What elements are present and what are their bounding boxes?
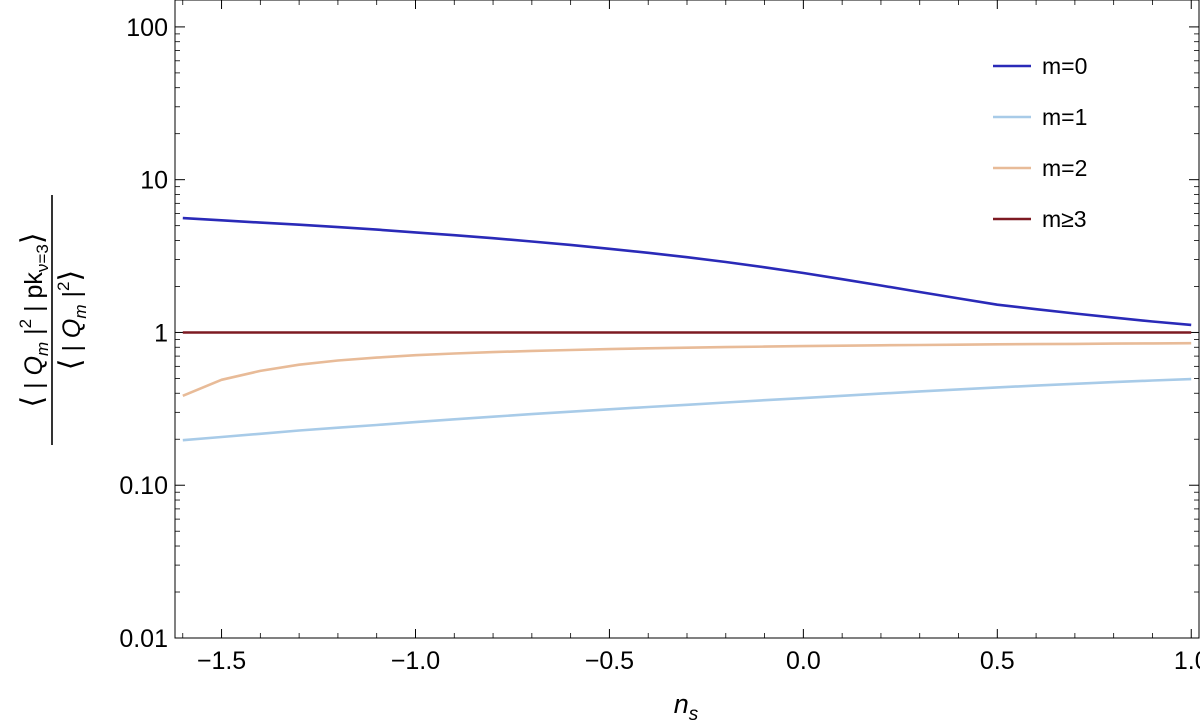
y-ticks: 0.01 0.10 1 10 100: [119, 14, 1199, 653]
x-tick-label: 0.5: [980, 647, 1015, 675]
y-tick-label: 0.01: [119, 625, 168, 653]
y-axis-title: ⟨ | Qm |2 | pkν=3⟩ ⟨ | Qm |2⟩: [9, 195, 92, 445]
series-line-m0: [182, 216, 1192, 327]
x-tick-label: −0.5: [585, 647, 634, 675]
x-tick-label: 1.0: [1174, 647, 1200, 675]
series-line-m2: [182, 341, 1192, 398]
legend-label: m≥3: [1042, 206, 1087, 232]
x-tick-label: −1.0: [391, 647, 440, 675]
y-title-numerator: ⟨ | Qm |2 | pkν=3⟩: [9, 232, 54, 407]
x-tick-label: −1.5: [197, 647, 246, 675]
x-tick-label: 0.0: [786, 647, 821, 675]
x-axis-title: ns: [674, 689, 699, 725]
legend: m=0 m=1 m=2 m≥3: [993, 53, 1087, 232]
x-axis-title-subscript: s: [689, 704, 699, 725]
plot-frame: [174, 0, 1200, 639]
legend-label: m=0: [1042, 53, 1087, 79]
series-lines: [182, 216, 1192, 442]
y-title-denominator: ⟨ | Qm |2⟩: [54, 270, 92, 370]
y-tick-label: 100: [126, 14, 168, 42]
y-tick-label: 10: [140, 167, 168, 195]
series-line-m1: [182, 377, 1192, 442]
legend-label: m=2: [1042, 155, 1087, 181]
x-ticks: −1.5 −1.0 −0.5 0.0 0.5 1.0: [182, 0, 1200, 675]
y-tick-label: 1: [154, 319, 168, 347]
legend-label: m=1: [1042, 104, 1087, 130]
y-tick-label: 0.10: [119, 472, 168, 500]
x-axis-title-symbol: n: [674, 689, 689, 719]
